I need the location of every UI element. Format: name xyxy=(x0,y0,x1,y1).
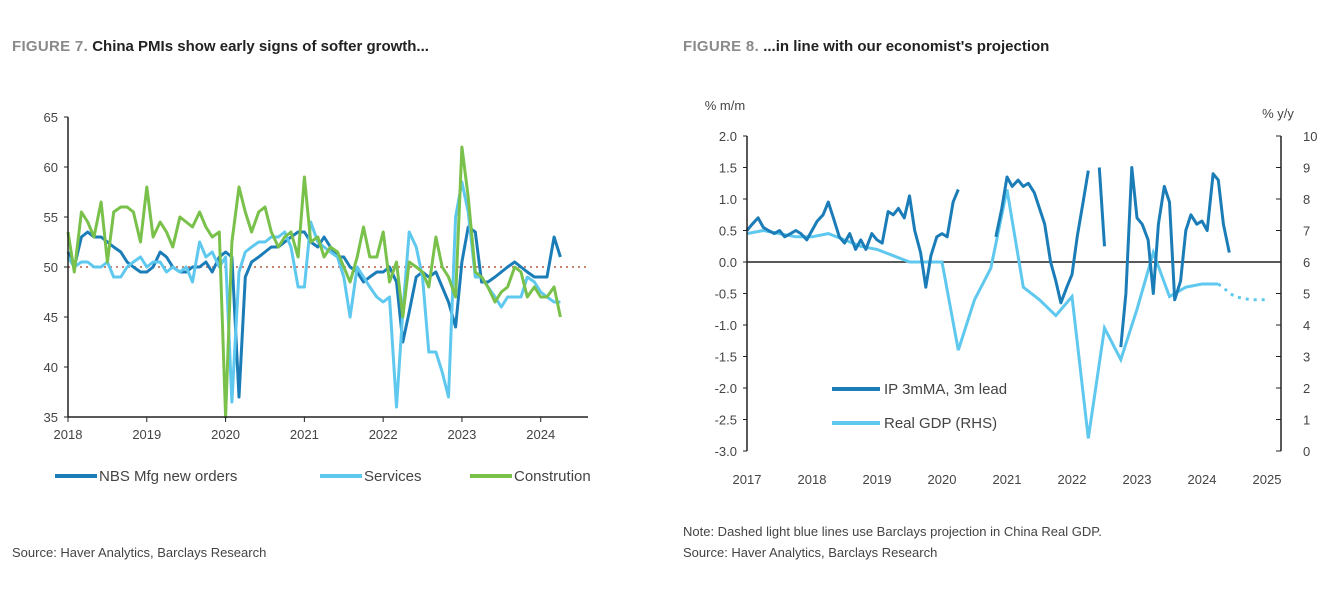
x-tick-label: 2018 xyxy=(798,472,827,487)
series-line-ip-3mma xyxy=(1119,166,1231,348)
left-y-tick-label: -1.5 xyxy=(715,350,737,365)
x-tick-label: 2024 xyxy=(526,427,555,442)
figure8-note: Note: Dashed light blue lines use Barcla… xyxy=(683,524,1102,539)
left-axis-unit: % m/m xyxy=(705,98,745,113)
figure7-heading: China PMIs show early signs of softer gr… xyxy=(92,38,429,55)
series-line-ip-3mma xyxy=(994,170,1090,305)
x-tick-label: 2017 xyxy=(733,472,762,487)
left-y-tick-label: 0.0 xyxy=(719,255,737,270)
y-tick-label: 55 xyxy=(44,210,58,225)
x-tick-label: 2023 xyxy=(1123,472,1152,487)
right-y-tick-label: 6 xyxy=(1303,255,1310,270)
figure7-label: FIGURE 7. xyxy=(12,38,89,55)
figure8-label: FIGURE 8. xyxy=(683,38,760,55)
series-line-nbs-mfg-new-orders xyxy=(66,225,562,399)
series-line-constrution xyxy=(66,145,562,419)
right-y-tick-label: 8 xyxy=(1303,192,1310,207)
series-line-real-gdp xyxy=(746,189,1219,439)
left-y-tick-label: 2.0 xyxy=(719,129,737,144)
figure8-heading: ...in line with our economist's projecti… xyxy=(763,38,1050,55)
x-tick-label: 2021 xyxy=(290,427,319,442)
figure7-chart: 35 40 45 50 55 60 65 2018 2019 2020 2021 2022 2023 20… xyxy=(44,110,591,485)
x-tick-label: 2018 xyxy=(54,427,83,442)
right-y-tick-label: 10 xyxy=(1303,129,1317,144)
right-y-tick-label: 0 xyxy=(1303,444,1310,459)
series-line-ip-3mma xyxy=(745,188,960,289)
right-y-tick-label: 2 xyxy=(1303,381,1310,396)
x-tick-label: 2020 xyxy=(211,427,240,442)
figure8-chart: -3.0 -2.5 -2.0 -1.5 -1.0 -0.5 0.0 0.5 1.0 1.5 2.0 0… xyxy=(705,98,1318,487)
right-y-tick-label: 3 xyxy=(1303,350,1310,365)
y-tick-label: 45 xyxy=(44,310,58,325)
legend-label: Constrution xyxy=(514,468,591,485)
right-y-tick-label: 5 xyxy=(1303,287,1310,302)
left-y-tick-label: -1.0 xyxy=(715,318,737,333)
y-tick-label: 60 xyxy=(44,160,58,175)
figure7-source: Source: Haver Analytics, Barclays Resear… xyxy=(12,545,267,560)
y-tick-label: 65 xyxy=(44,110,58,125)
x-tick-label: 2019 xyxy=(132,427,161,442)
y-tick-label: 40 xyxy=(44,360,58,375)
legend-label: Services xyxy=(364,468,422,485)
figure8-source: Source: Haver Analytics, Barclays Resear… xyxy=(683,545,938,560)
figure7-title: FIGURE 7. China PMIs show early signs of… xyxy=(12,38,429,55)
x-tick-label: 2020 xyxy=(928,472,957,487)
left-y-tick-label: 0.5 xyxy=(719,224,737,239)
right-y-tick-label: 7 xyxy=(1303,224,1310,239)
left-y-tick-label: -2.0 xyxy=(715,381,737,396)
x-tick-label: 2025 xyxy=(1253,472,1282,487)
left-y-tick-label: 1.5 xyxy=(719,161,737,176)
legend-label: NBS Mfg new orders xyxy=(99,468,237,485)
x-tick-label: 2023 xyxy=(447,427,476,442)
left-y-tick-label: 1.0 xyxy=(719,192,737,207)
right-y-tick-label: 4 xyxy=(1303,318,1310,333)
x-tick-label: 2022 xyxy=(369,427,398,442)
right-y-tick-label: 1 xyxy=(1303,413,1310,428)
x-tick-label: 2019 xyxy=(863,472,892,487)
x-tick-label: 2022 xyxy=(1058,472,1087,487)
y-tick-label: 50 xyxy=(44,260,58,275)
left-y-tick-label: -0.5 xyxy=(715,287,737,302)
legend-label: IP 3mMA, 3m lead xyxy=(884,381,1007,398)
figure8-title: FIGURE 8. ...in line with our economist'… xyxy=(683,38,1049,55)
x-tick-label: 2024 xyxy=(1188,472,1217,487)
series-line-ip-3mma xyxy=(1097,167,1106,247)
legend-label: Real GDP (RHS) xyxy=(884,415,997,432)
series-line-real-gdp-projection xyxy=(1217,282,1267,302)
left-y-tick-label: -3.0 xyxy=(715,444,737,459)
right-axis-unit: % y/y xyxy=(1262,106,1294,121)
left-y-tick-label: -2.5 xyxy=(715,413,737,428)
right-y-tick-label: 9 xyxy=(1303,161,1310,176)
x-tick-label: 2021 xyxy=(993,472,1022,487)
y-tick-label: 35 xyxy=(44,410,58,425)
series-line-services xyxy=(66,180,561,409)
